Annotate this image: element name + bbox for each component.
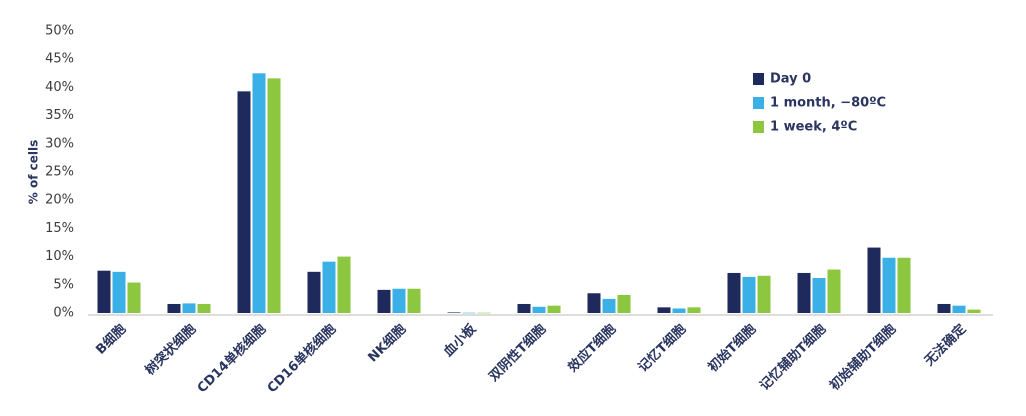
bar: [757, 275, 771, 313]
bar: [742, 276, 756, 313]
bar: [967, 309, 981, 313]
bar: [337, 256, 351, 313]
x-tick-label: NK细胞: [365, 321, 410, 366]
bar: [322, 261, 336, 313]
bar: [937, 303, 951, 313]
y-tick-label: 15%: [45, 221, 74, 236]
y-tick-label: 45%: [45, 52, 74, 67]
bar: [462, 312, 476, 314]
bar: [952, 305, 966, 313]
bar: [657, 307, 671, 313]
bar: [182, 303, 196, 313]
y-tick-label: 40%: [45, 80, 74, 95]
y-tick-label: 10%: [45, 249, 74, 264]
x-tick-label: 无法确定: [921, 321, 970, 370]
y-tick-label: 35%: [45, 108, 74, 123]
bar: [407, 288, 421, 313]
bar: [587, 293, 601, 313]
bar: [517, 303, 531, 313]
bar: [867, 247, 881, 313]
x-tick-label: 初始T细胞: [705, 321, 759, 375]
legend-label: 1 week, 4ºC: [770, 120, 857, 135]
x-tick-label: 效应T细胞: [565, 321, 619, 375]
y-tick-label: 5%: [53, 277, 74, 292]
x-tick-label: 血小板: [440, 320, 480, 360]
bar: [532, 306, 546, 313]
x-tick-label: CD16单核细胞: [264, 321, 339, 396]
y-tick-label: 25%: [45, 165, 74, 180]
bar: [267, 78, 281, 313]
bar: [687, 307, 701, 313]
legend-swatch: [753, 73, 764, 85]
bar: [602, 298, 616, 313]
x-tick-label: 记忆辅助T细胞: [757, 321, 830, 394]
x-tick-label: 双阴性T细胞: [486, 321, 550, 385]
legend-swatch: [753, 121, 764, 133]
bar: [617, 294, 631, 313]
bar: [392, 288, 406, 313]
bar: [672, 308, 686, 313]
bar: [97, 270, 111, 313]
bar: [827, 269, 841, 313]
y-tick-label: 0%: [53, 306, 74, 321]
bar: [882, 257, 896, 313]
legend-swatch: [753, 97, 764, 109]
x-tick-label: CD14单核细胞: [194, 321, 269, 396]
bar: [237, 91, 251, 314]
x-tick-label: 树突状细胞: [142, 321, 199, 378]
x-tick-label: 初始辅助T细胞: [827, 321, 900, 394]
bar: [307, 271, 321, 313]
y-axis-title: % of cells: [27, 140, 41, 204]
bar: [377, 289, 391, 313]
legend-label: Day 0: [770, 72, 811, 87]
bar: [797, 272, 811, 313]
bar: [252, 73, 266, 313]
bar: [197, 303, 211, 313]
bar: [167, 303, 181, 313]
bar: [477, 312, 491, 314]
bar: [547, 305, 561, 313]
bar: [727, 272, 741, 313]
bar: [127, 282, 141, 313]
x-tick-label: 记忆T细胞: [635, 321, 689, 375]
bar: [812, 278, 826, 313]
y-tick-label: 30%: [45, 136, 74, 151]
y-tick-label: 20%: [45, 193, 74, 208]
y-tick-label: 50%: [45, 24, 74, 39]
bar: [447, 312, 461, 314]
x-tick-label: B细胞: [93, 321, 130, 358]
bar: [112, 271, 126, 313]
bar: [897, 257, 911, 313]
legend-label: 1 month, −80ºC: [770, 96, 886, 111]
